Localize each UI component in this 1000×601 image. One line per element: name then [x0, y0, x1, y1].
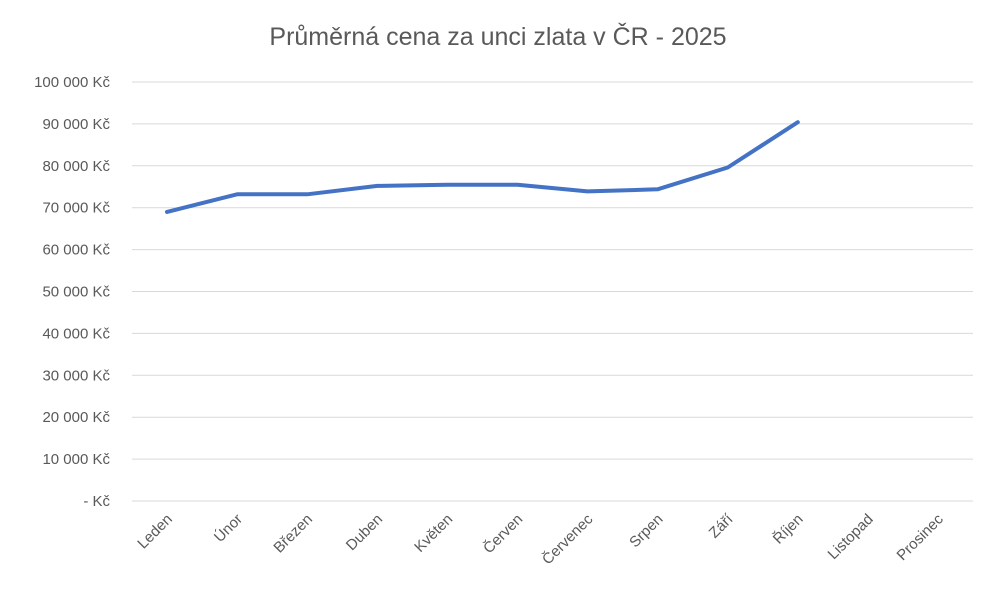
- y-tick-label: - Kč: [83, 493, 110, 510]
- y-axis-tick-labels: - Kč 10 000 Kč 20 000 Kč 30 000 Kč 40 000 Kč…: [34, 74, 110, 510]
- y-tick-label: 40 000 Kč: [42, 325, 110, 342]
- y-tick-label: 80 000 Kč: [42, 158, 110, 175]
- series-line: [165, 120, 800, 214]
- x-tick-label: Srpen: [626, 511, 666, 551]
- x-tick-label: Leden: [134, 511, 176, 553]
- x-axis-tick-labels: Leden Únor Březen Duben Květen Červen Červenec…: [134, 510, 947, 568]
- x-tick-label: Prosinec: [893, 510, 947, 564]
- y-tick-label: 10 000 Kč: [42, 451, 110, 468]
- x-tick-label: Říjen: [770, 511, 807, 548]
- x-tick-label: Květen: [411, 511, 456, 556]
- x-tick-label: Březen: [270, 511, 316, 557]
- x-tick-label: Listopad: [825, 511, 877, 563]
- x-tick-label: Únor: [211, 511, 246, 546]
- x-tick-label: Září: [706, 510, 737, 541]
- y-tick-label: 60 000 Kč: [42, 242, 110, 259]
- y-tick-label: 30 000 Kč: [42, 367, 110, 384]
- x-tick-label: Červenec: [539, 510, 597, 568]
- x-tick-label: Duben: [343, 511, 386, 554]
- y-tick-label: 90 000 Kč: [42, 116, 110, 133]
- chart-title: Průměrná cena za unci zlata v ČR - 2025: [269, 22, 726, 51]
- series-layer: [165, 120, 800, 214]
- y-tick-label: 70 000 Kč: [42, 200, 110, 217]
- y-tick-label: 20 000 Kč: [42, 409, 110, 426]
- x-tick-label: Červen: [480, 511, 526, 557]
- y-tick-label: 50 000 Kč: [42, 284, 110, 301]
- gridlines: [132, 81, 973, 502]
- y-tick-label: 100 000 Kč: [34, 74, 110, 91]
